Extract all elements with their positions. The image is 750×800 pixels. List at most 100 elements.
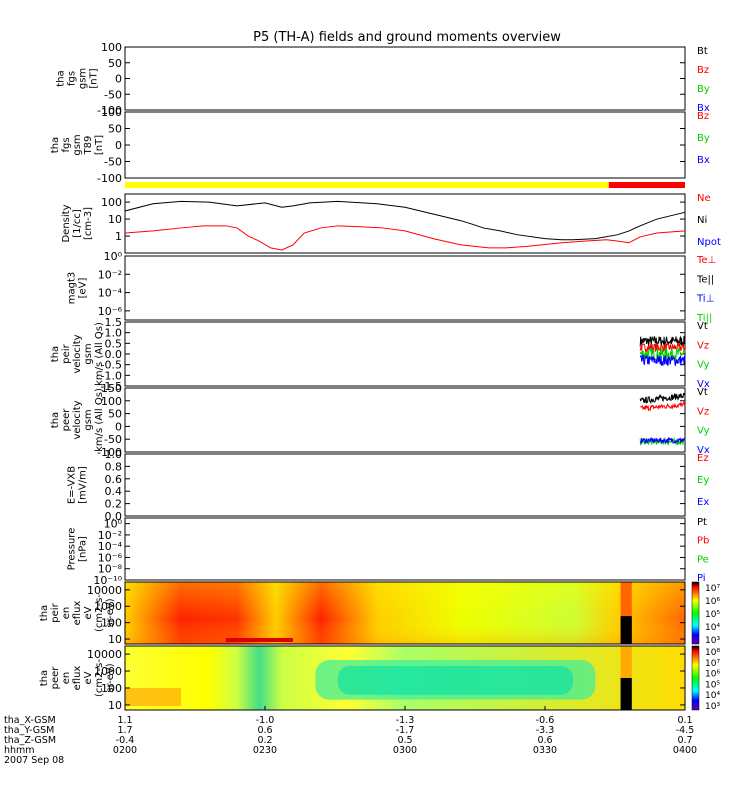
legend-entry: Vz — [697, 340, 709, 351]
panel-9: 10⁷ 10⁶ 10⁵ 10⁴ 10³ 10000 1000 100 10 tha peir en ef… — [39, 581, 720, 646]
legend-entry: Pe — [697, 554, 709, 565]
colorbar-tick-label: 10⁵ — [705, 610, 720, 620]
colorbar-tick-label: 10⁷ — [705, 584, 720, 594]
heatmap-gap — [620, 616, 632, 644]
y-tick-label: 0.2 — [105, 498, 123, 511]
colorbar-tick-label: 10⁴ — [705, 623, 720, 633]
y-tick-label: 10000 — [87, 648, 122, 661]
y-axis-label: peer — [61, 408, 72, 432]
y-tick-label: 10 — [108, 699, 122, 712]
series-line — [124, 200, 686, 241]
y-tick-label: -50 — [104, 88, 122, 101]
legend-entry: Vt — [697, 387, 708, 398]
y-tick-label: 100 — [101, 41, 122, 54]
x-axis-row-label: tha_X-GSM — [4, 715, 56, 726]
panel-frame — [124, 387, 686, 453]
x-tick-label: -1.7 — [396, 725, 415, 736]
y-axis-label: en — [61, 672, 72, 685]
y-axis-label: [nT] — [94, 135, 105, 155]
y-tick-label: 1.0 — [105, 448, 123, 461]
y-axis-label: velocity — [72, 400, 83, 439]
x-tick-label: 0300 — [393, 745, 417, 756]
y-tick-label: -100 — [97, 446, 122, 459]
y-axis-label: km/s (All Qs) — [94, 388, 105, 452]
y-tick-label: 1 — [115, 230, 122, 243]
bar-segment — [125, 182, 609, 188]
y-tick-label: 0 — [115, 420, 122, 433]
legend-entry: Bx — [697, 103, 710, 114]
y-tick-label: -1.5 — [101, 380, 122, 393]
heatmap-low-band — [125, 688, 181, 706]
y-axis-label: magt3 — [67, 272, 78, 305]
y-tick-label: 1000 — [94, 600, 122, 613]
x-tick-label: -4.5 — [676, 725, 695, 736]
y-tick-label: 100 — [101, 395, 122, 408]
y-tick-label: 0.6 — [105, 473, 123, 486]
legend-entry: Bx — [697, 155, 710, 166]
legend-entry: Vy — [697, 426, 710, 437]
panel-0: 100 50 0 -50 -100 tha fgs gsm [nT] Bt Bz By Bx — [56, 41, 710, 117]
series-noise — [639, 436, 686, 445]
series-line — [124, 225, 686, 251]
y-tick-label: 1.5 — [105, 316, 123, 329]
series-noise — [639, 354, 686, 367]
legend-entry: Pi — [697, 573, 706, 584]
x-tick-label: 0230 — [253, 745, 277, 756]
y-tick-label: 50 — [108, 408, 122, 421]
legend-entry: Bz — [697, 65, 709, 76]
y-axis-label: fgs — [61, 137, 72, 152]
y-axis-label: [nT] — [89, 68, 100, 88]
y-tick-label: 150 — [101, 382, 122, 395]
y-tick-label: -50 — [104, 156, 122, 169]
legend-entry: Bt — [697, 46, 708, 57]
colorbar-tick-label: 10⁵ — [705, 680, 720, 690]
y-tick-label: -1.0 — [101, 369, 122, 382]
chart-title: P5 (TH-A) fields and ground moments over… — [253, 30, 561, 45]
panel-frame — [124, 581, 686, 645]
colorbar-tick-label: 10⁶ — [705, 670, 720, 680]
y-tick-label: 0 — [115, 139, 122, 152]
bar-segment — [608, 182, 685, 188]
y-axis-label: en — [61, 607, 72, 620]
panel-frame — [124, 255, 686, 321]
y-tick-label: 10⁻⁶ — [98, 305, 123, 318]
legend-entry: Ex — [697, 497, 709, 508]
x-tick-label: 0.1 — [677, 715, 692, 726]
y-tick-label: 10⁻⁴ — [98, 287, 123, 300]
y-axis-label: [cm-3] — [83, 207, 94, 240]
panel-frame — [124, 46, 686, 111]
y-axis-label: tha — [56, 70, 67, 86]
y-tick-label: 100 — [101, 106, 122, 119]
legend-entry: Ne — [697, 193, 711, 204]
panel-5: 1.51.00.50.0-0.5-1.0-1.5 tha peir velocity g… — [50, 316, 710, 393]
y-tick-label: 10⁻¹⁰ — [93, 574, 122, 587]
heatmap-gap-top — [620, 582, 632, 644]
colorbar-tick-label: 10³ — [705, 702, 720, 712]
x-axis-row-label: hhmm — [4, 745, 35, 756]
y-axis-label: gsm — [83, 409, 94, 430]
colorbar — [691, 581, 700, 645]
x-tick-label: 1.7 — [117, 725, 132, 736]
x-tick-label: 0.5 — [397, 735, 412, 746]
panel-3: 100 10 1 Density [1/cc] [cm-3] Ne Ni Npot — [61, 193, 721, 254]
x-tick-label: -1.3 — [396, 715, 415, 726]
y-axis-label: tha — [39, 670, 50, 686]
y-tick-label: 10⁻² — [98, 529, 122, 542]
y-axis-label: fgs — [67, 71, 78, 86]
panel-1: 100 50 0 -50 -100 tha fgs gsm T89 [nT] Bz By Bx — [50, 106, 710, 185]
y-axis-label: tha — [50, 137, 61, 153]
y-axis-label: peir — [61, 343, 72, 363]
y-tick-label: 0.5 — [105, 337, 123, 350]
x-tick-label: 0330 — [533, 745, 557, 756]
y-tick-label: 50 — [108, 123, 122, 136]
y-tick-label: -50 — [104, 433, 122, 446]
y-axis-label: peir — [50, 602, 61, 622]
legend-entry: Vy — [697, 360, 710, 371]
x-tick-label: 0400 — [673, 745, 697, 756]
x-axis-row-label: tha_Z-GSM — [4, 735, 56, 746]
x-tick-label: -0.6 — [536, 715, 555, 726]
y-axis-label: sr-eV) — [105, 663, 116, 692]
